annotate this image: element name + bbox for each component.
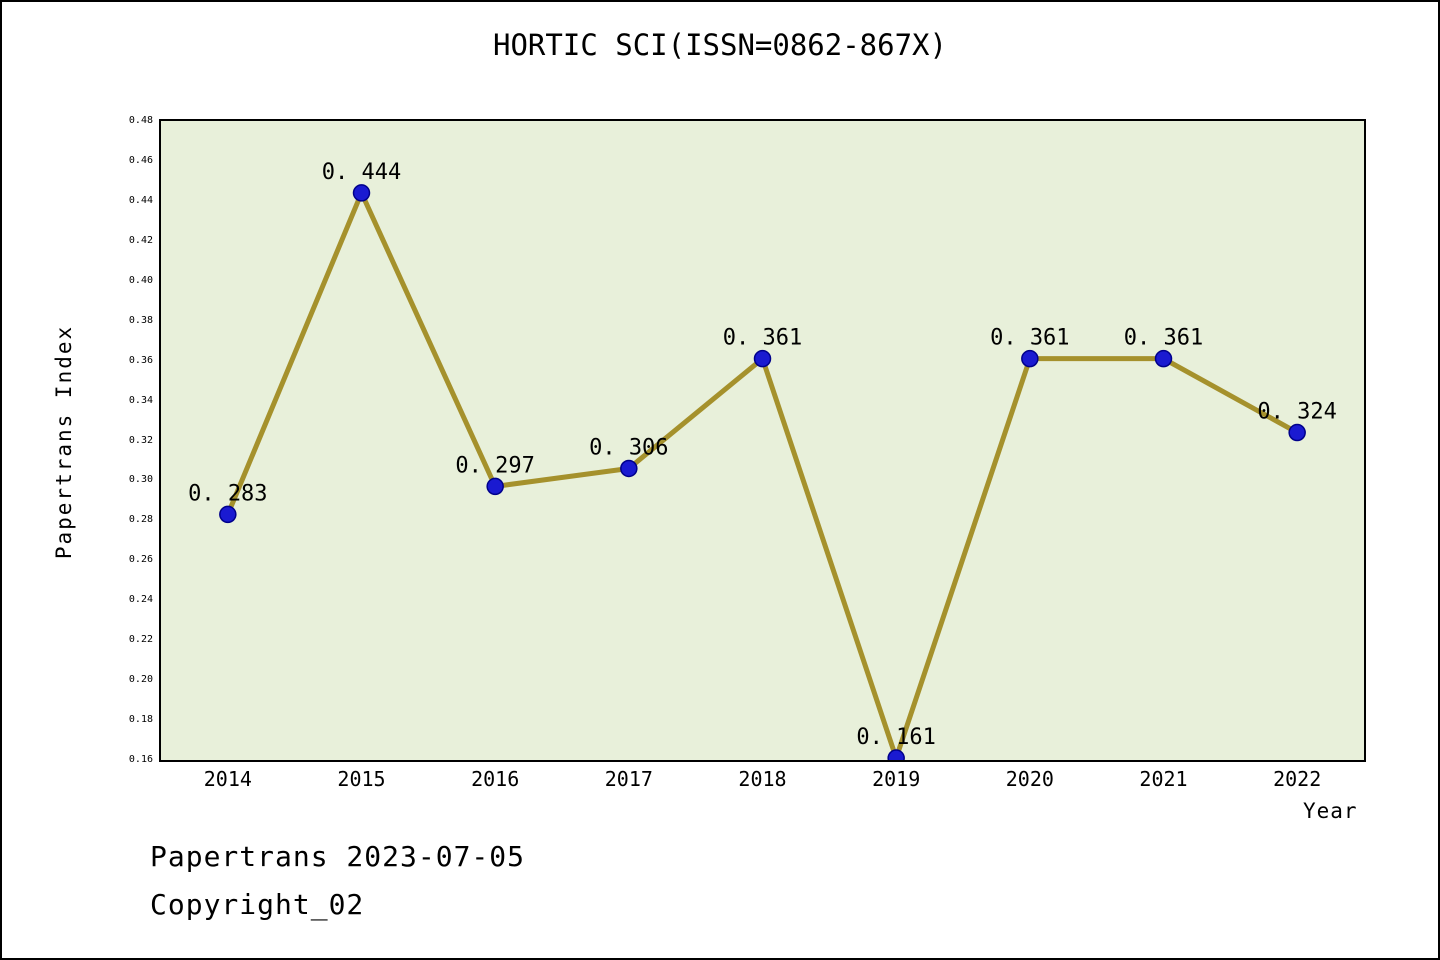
data-label: 0. 297	[455, 453, 534, 478]
chart-title: HORTIC SCI(ISSN=0862-867X)	[493, 28, 947, 62]
x-tick: 2016	[471, 767, 520, 791]
y-tick: 0.48	[128, 115, 153, 126]
data-point	[1288, 423, 1306, 442]
data-label: 0. 306	[589, 435, 668, 460]
y-tick: 0.16	[128, 754, 153, 765]
y-tick: 0.46	[128, 154, 153, 166]
x-tick: 2022	[1273, 767, 1322, 791]
y-tick: 0.24	[128, 594, 153, 606]
y-tick: 0.38	[128, 314, 153, 326]
data-label: 0. 361	[1124, 326, 1203, 351]
data-point	[620, 459, 638, 478]
data-point	[887, 749, 905, 760]
y-tick: 0.18	[128, 714, 153, 726]
y-tick: 0.22	[128, 634, 153, 646]
data-point	[352, 184, 371, 202]
series-line	[225, 186, 1299, 760]
x-tick: 2019	[872, 767, 921, 791]
footer-source: Papertrans 2023-07-05	[150, 840, 526, 873]
y-tick: 0.30	[128, 474, 153, 486]
plot-area: 0. 283 0. 444 0. 297 0. 306 0. 361 0. 161 0. 3…	[159, 119, 1366, 762]
x-tick: 2014	[203, 767, 252, 791]
data-label: 0. 324	[1257, 400, 1336, 425]
data-label: 0. 444	[322, 160, 401, 185]
data-point	[1154, 349, 1173, 368]
x-axis-label: Year	[1303, 799, 1358, 823]
data-point	[486, 477, 504, 496]
data-label: 0. 161	[856, 725, 935, 750]
y-tick: 0.28	[128, 514, 153, 526]
data-point	[219, 505, 237, 524]
y-tick: 0.40	[128, 274, 153, 286]
x-tick: 2017	[604, 767, 653, 791]
y-tick: 0.34	[128, 394, 153, 406]
data-label: 0. 361	[990, 326, 1069, 351]
x-tick: 2018	[738, 767, 787, 791]
line-chart: 0. 283 0. 444 0. 297 0. 306 0. 361 0. 161 0. 3…	[188, 160, 1337, 760]
y-tick: 0.20	[128, 674, 153, 686]
data-point	[1021, 349, 1039, 368]
y-tick: 0.36	[128, 354, 153, 366]
data-point	[753, 349, 772, 368]
y-tick: 0.32	[128, 434, 153, 446]
y-tick: 0.42	[128, 234, 153, 246]
data-label: 0. 361	[723, 326, 802, 351]
y-tick: 0.26	[128, 554, 153, 566]
x-tick: 2015	[337, 767, 386, 791]
x-tick: 2021	[1139, 767, 1188, 791]
data-label: 0. 283	[188, 481, 267, 506]
footer-copyright: Copyright_02	[150, 888, 365, 921]
x-tick: 2020	[1005, 767, 1054, 791]
y-tick: 0.44	[128, 194, 153, 206]
y-axis-label: Papertrans Index	[52, 324, 76, 560]
